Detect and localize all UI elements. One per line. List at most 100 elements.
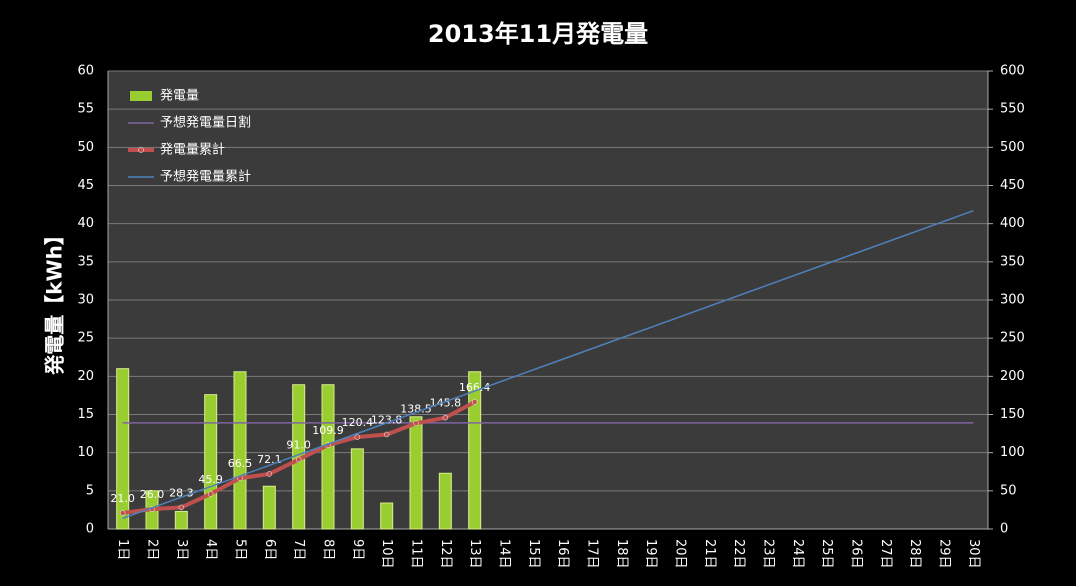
data-label: 138.5 bbox=[400, 402, 432, 415]
x-tick-label: 24日 bbox=[790, 539, 805, 569]
y-tick-label: 30 bbox=[77, 293, 94, 308]
bar bbox=[468, 371, 482, 530]
point bbox=[413, 420, 419, 427]
x-tick-label: 2日 bbox=[145, 539, 160, 560]
x-tick-label: 30日 bbox=[966, 539, 981, 569]
data-label: 145.8 bbox=[430, 397, 462, 410]
data-label: 72.1 bbox=[257, 453, 282, 466]
y2-tick-label: 400 bbox=[1000, 216, 1025, 231]
y-tick-label: 45 bbox=[77, 178, 94, 193]
y2-tick-label: 150 bbox=[1000, 407, 1025, 422]
data-label: 26.0 bbox=[140, 488, 165, 501]
point bbox=[383, 431, 390, 438]
bar bbox=[262, 485, 276, 530]
x-tick-label: 23日 bbox=[761, 539, 776, 569]
y-tick-label: 35 bbox=[77, 254, 94, 269]
point bbox=[442, 414, 449, 421]
x-tick-label: 27日 bbox=[878, 539, 893, 569]
y-tick-label: 0 bbox=[86, 522, 94, 537]
y2-tick-label: 600 bbox=[1000, 64, 1025, 79]
x-tick-label: 10日 bbox=[379, 539, 394, 569]
x-tick-label: 20日 bbox=[673, 539, 688, 569]
data-label: 123.8 bbox=[371, 413, 403, 426]
y-tick-label: 40 bbox=[77, 216, 94, 231]
x-tick-label: 17日 bbox=[585, 539, 600, 569]
x-tick-label: 12日 bbox=[438, 539, 453, 569]
x-tick-label: 19日 bbox=[643, 539, 658, 569]
legend-swatch bbox=[130, 91, 152, 101]
y2-tick-label: 250 bbox=[1000, 331, 1025, 346]
bar bbox=[174, 510, 188, 530]
bar bbox=[350, 448, 364, 530]
point bbox=[207, 491, 214, 497]
line bbox=[122, 209, 974, 520]
y-tick-label: 5 bbox=[86, 483, 94, 498]
x-tick-label: 29日 bbox=[937, 539, 952, 569]
x-tick-label: 16日 bbox=[555, 539, 570, 569]
bar bbox=[204, 394, 218, 530]
point bbox=[119, 510, 126, 516]
x-tick-label: 25日 bbox=[819, 539, 834, 569]
y-tick-label: 10 bbox=[77, 445, 94, 460]
y2-tick-label: 50 bbox=[1000, 483, 1017, 498]
y2-tick-label: 100 bbox=[1000, 445, 1025, 460]
data-label: 66.5 bbox=[228, 457, 253, 470]
point bbox=[354, 434, 361, 440]
bar bbox=[380, 502, 394, 530]
y-tick-label: 15 bbox=[77, 407, 94, 422]
x-tick-label: 18日 bbox=[614, 539, 629, 569]
x-tick-label: 26日 bbox=[849, 539, 864, 569]
x-tick-label: 11日 bbox=[409, 539, 424, 569]
legend-label: 発電量累計 bbox=[160, 142, 225, 158]
y2-tick-label: 0 bbox=[1000, 522, 1008, 537]
bar bbox=[409, 416, 423, 530]
bar bbox=[116, 368, 130, 530]
y2-tick-label: 550 bbox=[1000, 102, 1025, 117]
data-label: 120.4 bbox=[342, 416, 374, 429]
x-tick-label: 3日 bbox=[174, 539, 189, 560]
y2-tick-label: 350 bbox=[1000, 254, 1025, 269]
x-tick-label: 22日 bbox=[731, 539, 746, 569]
y-tick-label: 55 bbox=[77, 102, 94, 117]
y-tick-label: 60 bbox=[77, 64, 94, 79]
x-tick-label: 14日 bbox=[497, 539, 512, 569]
data-label: 166.4 bbox=[459, 381, 491, 394]
bar bbox=[321, 384, 335, 530]
y2-tick-label: 200 bbox=[1000, 369, 1025, 384]
bar bbox=[233, 371, 247, 530]
y-axis-label: 発電量【kWh】 bbox=[43, 225, 67, 376]
data-label: 109.9 bbox=[312, 424, 344, 437]
x-tick-label: 9日 bbox=[350, 539, 365, 560]
x-tick-label: 7日 bbox=[291, 539, 306, 560]
x-tick-label: 21日 bbox=[702, 539, 717, 569]
x-tick-label: 4日 bbox=[203, 539, 218, 560]
x-tick-label: 15日 bbox=[526, 539, 541, 569]
point bbox=[295, 456, 302, 463]
data-label: 21.0 bbox=[110, 492, 135, 505]
data-label: 45.9 bbox=[198, 473, 223, 486]
data-label: 28.3 bbox=[169, 486, 194, 499]
bar bbox=[438, 472, 452, 530]
point bbox=[178, 504, 185, 511]
legend-marker bbox=[138, 147, 144, 153]
y2-tick-label: 500 bbox=[1000, 140, 1025, 155]
y-tick-label: 50 bbox=[77, 140, 94, 155]
y2-tick-label: 450 bbox=[1000, 178, 1025, 193]
y2-tick-label: 300 bbox=[1000, 293, 1025, 308]
chart-title: 2013年11月発電量 bbox=[428, 20, 648, 48]
point bbox=[266, 471, 273, 477]
point bbox=[471, 399, 478, 405]
x-tick-label: 1日 bbox=[115, 539, 130, 560]
x-tick-label: 5日 bbox=[233, 539, 248, 560]
x-tick-label: 6日 bbox=[262, 539, 277, 560]
y-tick-label: 20 bbox=[77, 369, 94, 384]
x-tick-label: 8日 bbox=[321, 539, 336, 560]
legend-label: 発電量 bbox=[160, 89, 199, 104]
x-tick-label: 13日 bbox=[467, 539, 482, 569]
y-tick-label: 25 bbox=[77, 331, 94, 346]
legend-label: 予想発電量日割 bbox=[160, 115, 251, 131]
legend-label: 予想発電量累計 bbox=[160, 169, 251, 185]
data-label: 91.0 bbox=[286, 439, 311, 452]
x-tick-label: 28日 bbox=[907, 539, 922, 569]
